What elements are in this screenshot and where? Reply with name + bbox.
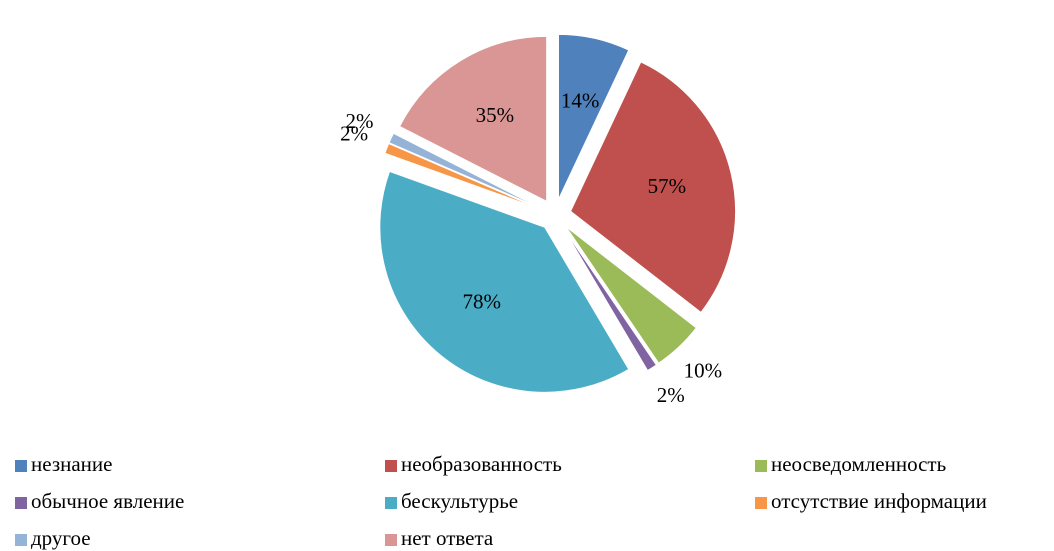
data-label: 2% — [340, 121, 368, 145]
pie-slice — [388, 132, 541, 209]
data-label: 2% — [657, 383, 685, 407]
legend-swatch — [755, 460, 767, 472]
legend-swatch — [755, 497, 767, 509]
pie-slice — [384, 142, 541, 210]
data-label: 10% — [684, 358, 723, 382]
pie-slice — [398, 35, 548, 203]
pie-slice — [569, 61, 737, 314]
pie-slice — [563, 228, 658, 372]
legend-label: нет ответа — [401, 526, 494, 550]
legend-label: обычное явление — [31, 489, 184, 513]
pie-slice — [557, 33, 630, 200]
legend-swatch — [385, 534, 397, 546]
data-label: 57% — [648, 174, 687, 198]
legend-swatch — [15, 497, 27, 509]
data-label: 78% — [462, 289, 501, 313]
legend-swatch — [15, 460, 27, 472]
pie-slice — [379, 170, 630, 393]
legend-label: незнание — [31, 452, 112, 476]
legend-label: другое — [31, 526, 91, 550]
legend-label: необразованность — [401, 452, 562, 476]
legend-label: неосведомленность — [771, 452, 946, 476]
legend-swatch — [385, 497, 397, 509]
data-label: 35% — [476, 103, 515, 127]
pie-slice — [565, 226, 698, 364]
data-label: 14% — [561, 89, 600, 113]
legend-swatch — [385, 460, 397, 472]
legend-label: отсутствие информации — [771, 489, 987, 513]
legend-label: бескультурье — [401, 489, 518, 513]
legend-swatch — [15, 534, 27, 546]
data-label: 2% — [346, 109, 374, 133]
